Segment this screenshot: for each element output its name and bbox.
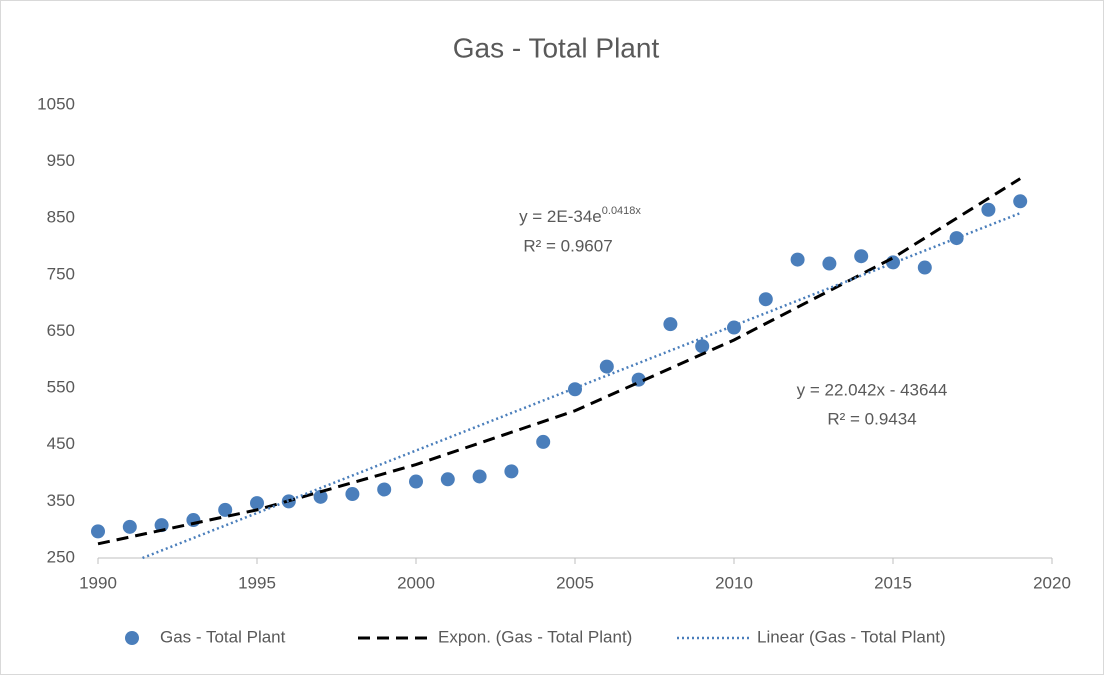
data-point <box>822 256 837 271</box>
annotation: y = 2E-34e0.0418x <box>519 205 641 227</box>
data-point <box>250 496 264 511</box>
legend-marker <box>125 631 139 645</box>
data-point <box>790 252 805 267</box>
data-point <box>981 202 996 217</box>
y-tick-label: 850 <box>47 208 75 227</box>
data-point <box>568 382 582 397</box>
trendline <box>97 177 1021 546</box>
data-point <box>345 487 360 502</box>
data-point <box>599 359 614 374</box>
annotation: y = 22.042x - 43644 <box>797 380 948 399</box>
annotation: R² = 0.9607 <box>523 236 612 255</box>
annotation-superscript: 0.0418x <box>602 205 642 217</box>
data-point <box>758 292 773 307</box>
x-tick-label: 2015 <box>874 573 912 592</box>
x-tick-label: 2010 <box>715 573 753 592</box>
data-point <box>949 231 964 246</box>
annotation: R² = 0.9434 <box>827 409 916 428</box>
legend-label: Linear (Gas - Total Plant) <box>757 627 946 646</box>
x-tick-label: 1995 <box>238 573 276 592</box>
data-point <box>472 469 487 484</box>
data-point <box>663 317 678 332</box>
legend-label: Expon. (Gas - Total Plant) <box>438 627 632 646</box>
data-point <box>377 482 392 497</box>
legend-label: Gas - Total Plant <box>160 627 286 646</box>
data-point <box>218 502 233 517</box>
chart-title: Gas - Total Plant <box>453 32 660 63</box>
x-tick-label: 2020 <box>1033 573 1071 592</box>
data-point <box>854 249 869 264</box>
data-point <box>440 472 455 487</box>
y-tick-label: 350 <box>47 491 75 510</box>
data-point <box>122 519 137 534</box>
x-tick-label: 2005 <box>556 573 594 592</box>
data-point <box>536 434 551 449</box>
data-point <box>409 474 423 489</box>
x-tick-label: 2000 <box>397 573 435 592</box>
y-tick-label: 250 <box>47 547 75 566</box>
y-tick-label: 1050 <box>37 94 75 113</box>
y-tick-label: 650 <box>47 321 75 340</box>
data-point <box>1013 194 1028 209</box>
data-point <box>313 489 328 504</box>
y-tick-label: 450 <box>47 434 75 453</box>
data-point <box>917 260 932 275</box>
y-tick-label: 550 <box>47 378 75 397</box>
data-point <box>504 464 519 479</box>
y-tick-label: 750 <box>47 264 75 283</box>
annotation-text: y = 2E-34e <box>519 207 602 226</box>
y-tick-label: 950 <box>47 151 75 170</box>
data-point <box>91 524 105 539</box>
data-point <box>695 339 710 354</box>
x-tick-label: 1990 <box>79 573 117 592</box>
data-point <box>727 320 741 335</box>
trendline <box>142 211 1021 560</box>
